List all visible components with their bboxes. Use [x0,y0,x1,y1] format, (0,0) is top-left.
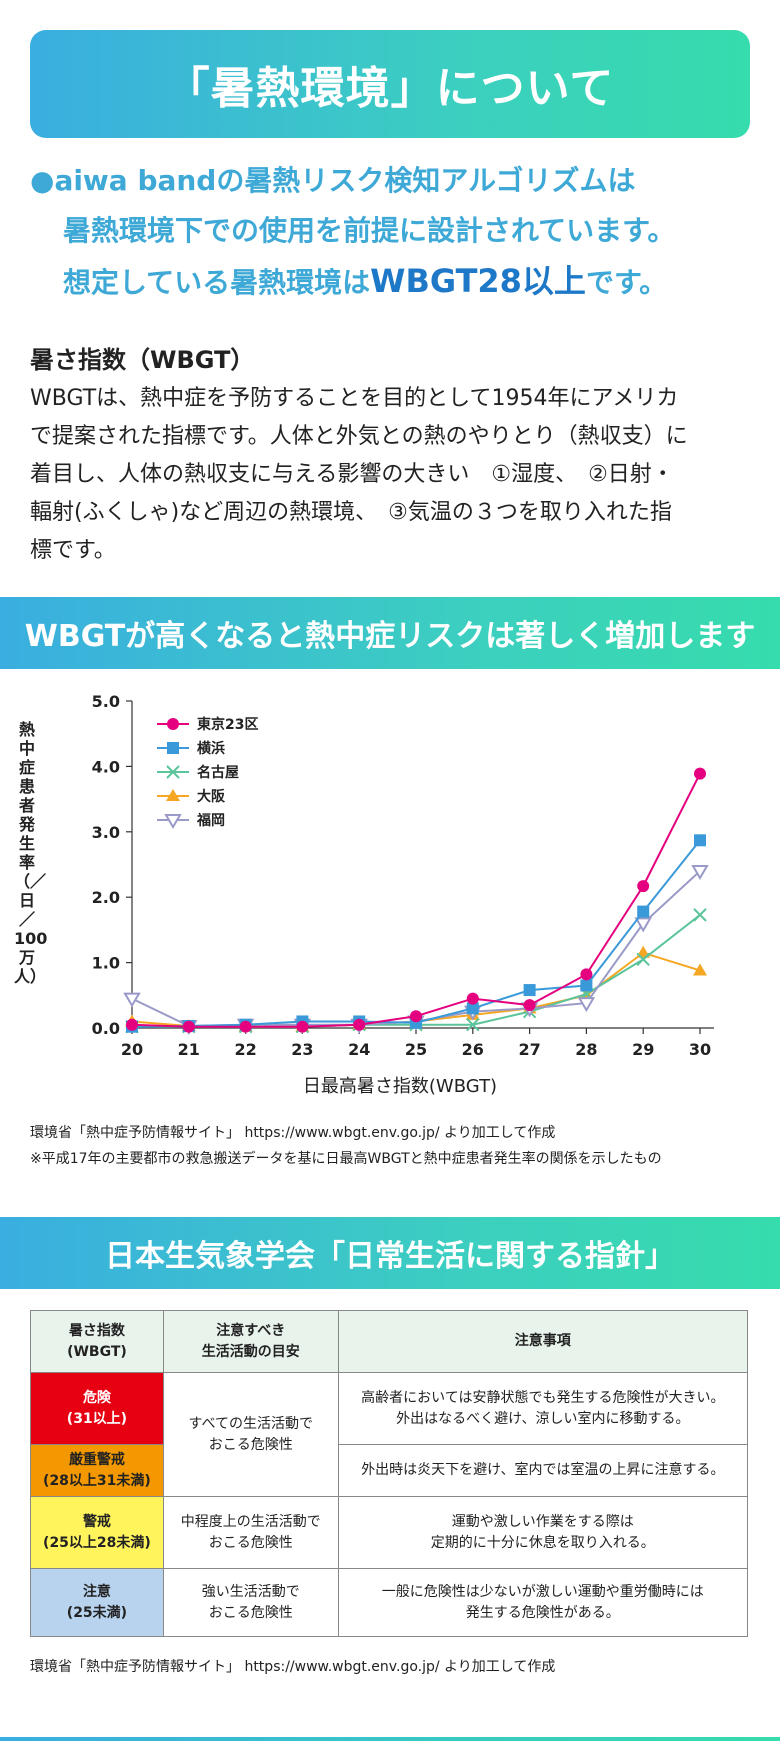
lead-line-3: 想定している暑熱環境はWBGT28以上です。 [63,262,668,300]
lead-line-1: ●aiwa bandの暑熱リスク検知アルゴリズムは [30,164,636,197]
table-row: 注意 (25未満) 強い生活活動で おこる危険性 一般に危険性は少ないが激しい運動や… [30,1568,749,1637]
header-notes: 注意事項 [337,1310,749,1373]
bottom-divider [0,1737,780,1741]
wbgt-description: WBGTは、熱中症を予防することを目的として1954年にアメリカ で提案された指… [30,380,755,570]
data-point [182,1020,195,1033]
y-tick-label: 3.0 [92,823,120,842]
y-tick-label: 4.0 [92,757,120,776]
wbgt-line: 着目し、人体の熱収支に与える影響の大きい ①湿度、 ②日射・ [30,462,674,487]
legend-entry: 名古屋 [197,764,239,781]
x-tick-label: 24 [348,1040,370,1059]
note-danger: 高齢者においては安静状態でも発生する危険性が大きい。 外出はなるべく避け、涼しい室… [337,1372,749,1445]
x-tick-label: 30 [689,1040,711,1059]
x-tick-label: 27 [518,1040,540,1059]
legend-entry: 福岡 [196,812,225,829]
wbgt-line: WBGTは、熱中症を予防することを目的として1954年にアメリカ [30,386,679,411]
data-point [693,908,707,922]
data-point [691,865,709,881]
data-point [523,999,536,1012]
wbgt-line: で提案された指標です。人体と外気との熱のやりとり（熱収支）に [30,424,688,449]
data-point [637,880,650,893]
data-point [693,963,707,976]
legend-marker [166,765,180,779]
x-tick-label: 28 [575,1040,597,1059]
page-title-box: 「暑熱環境」について [30,30,750,138]
data-point [410,1010,422,1023]
lead-line-2: 暑熱環境下での使用を前提に設計されています。 [63,214,676,247]
legend-marker [166,789,180,801]
series-line-1 [131,839,701,1028]
table-row: 警戒 (25以上28未満) 中程度上の生活活動で おこる危険性 運動や激しい作業をす… [30,1496,749,1569]
legend-entry: 東京23区 [197,716,258,733]
data-point [296,1020,309,1033]
legend-marker [167,742,179,754]
data-point [634,917,652,933]
level-danger: 危険 (31以上) [30,1372,164,1445]
x-tick-label: 21 [178,1040,200,1059]
x-tick-label: 25 [405,1040,427,1059]
chart-note: ※平成17年の主要都市の救急搬送データを基に日最高WBGTと熱中症患者発生率の関… [30,1151,662,1167]
data-point [577,997,596,1013]
guide-banner: 日本生気象学会「日常生活に関する指針」 [0,1217,780,1289]
lead-highlight: WBGT28以上 [370,262,586,300]
header-wbgt: 暑さ指数 (WBGT) [30,1310,164,1373]
series-line-0 [131,773,701,1028]
data-point [239,1020,252,1033]
page-title: 「暑熱環境」について [165,63,615,114]
table-row: 厳重警戒 (28以上31未満) 外出時は炎天下を避け、室内では室温の上昇に注意する… [30,1444,749,1497]
activity-strong: 強い生活活動で おこる危険性 [162,1568,339,1637]
y-tick-label: 2.0 [92,888,120,907]
legend-marker [167,718,179,730]
level-warning: 警戒 (25以上28未満) [30,1496,164,1569]
table-header-row: 暑さ指数 (WBGT) 注意すべき 生活活動の目安 注意事項 [30,1310,749,1373]
activity-all: すべての生活活動で おこる危険性 [162,1372,339,1497]
chart-svg: 0.0 1.0 2.0 3.0 4.0 5.0 20 21 22 23 24 25 26 27 28 29 30… [92,692,714,1059]
data-point [523,984,536,997]
activity-moderate: 中程度上の生活活動で おこる危険性 [162,1496,339,1569]
data-point [694,767,706,780]
chart-banner: WBGTが高くなると熱中症リスクは著しく増加します [0,597,780,669]
note-warning: 運動や激しい作業をする際は 定期的に十分に休息を取り入れる。 [337,1496,749,1569]
note-severe: 外出時は炎天下を避け、室内では室温の上昇に注意する。 [337,1444,749,1497]
legend-marker [164,814,182,829]
data-point [126,1018,138,1031]
lead-text: ●aiwa bandの暑熱リスク検知アルゴリズムは 暑熱環境下での使用を前提に設… [30,156,760,308]
data-point [123,992,141,1008]
legend-entry: 大阪 [197,788,226,805]
data-point [466,1002,479,1015]
data-point [580,968,593,981]
y-tick-label: 1.0 [92,954,120,973]
chart-source: 環境省「熱中症予防情報サイト」 https://www.wbgt.env.go.… [30,1125,556,1141]
data-point [466,992,479,1005]
bullet-icon: ● [30,164,55,197]
data-point [636,952,650,967]
x-tick-label: 29 [632,1040,654,1059]
chart-y-axis-label: 熱中症患者発生率（／日／100万人） [14,720,48,986]
wbgt-line: 標です。 [30,538,116,563]
legend-entry: 横浜 [197,740,225,757]
guide-source: 環境省「熱中症予防情報サイト」 https://www.wbgt.env.go.… [30,1659,556,1675]
wbgt-line: 輻射(ふくしゃ)など周辺の熱環境、 ③気温の３つを取り入れた指 [30,500,672,525]
level-severe: 厳重警戒 (28以上31未満) [30,1444,164,1497]
chart-x-axis-label: 日最高暑さ指数(WBGT) [302,1076,498,1097]
header-activity: 注意すべき 生活活動の目安 [162,1310,339,1373]
data-point [580,979,593,992]
incidence-line-chart: 0.0 1.0 2.0 3.0 4.0 5.0 20 21 22 23 24 25 26 27 28 29 30… [40,685,760,1105]
x-tick-label: 22 [234,1040,256,1059]
note-caution: 一般に危険性は少ないが激しい運動や重労働時には 発生する危険性がある。 [337,1568,749,1637]
x-tick-label: 20 [121,1040,143,1059]
table-row: 危険 (31以上) すべての生活活動で おこる危険性 高齢者においては安静状態でも発… [30,1372,749,1497]
data-point [637,905,650,918]
data-point [353,1018,366,1031]
guide-table: 暑さ指数 (WBGT) 注意すべき 生活活動の目安 注意事項 危険 (31以上) すべ… [30,1310,749,1637]
y-tick-label: 5.0 [92,692,120,711]
data-point [694,834,706,847]
level-caution: 注意 (25未満) [30,1568,164,1637]
x-tick-label: 23 [291,1040,313,1059]
x-tick-label: 26 [462,1040,484,1059]
wbgt-heading: 暑さ指数（WBGT） [30,346,255,374]
y-tick-label: 0.0 [92,1019,120,1038]
data-point [466,1018,480,1032]
